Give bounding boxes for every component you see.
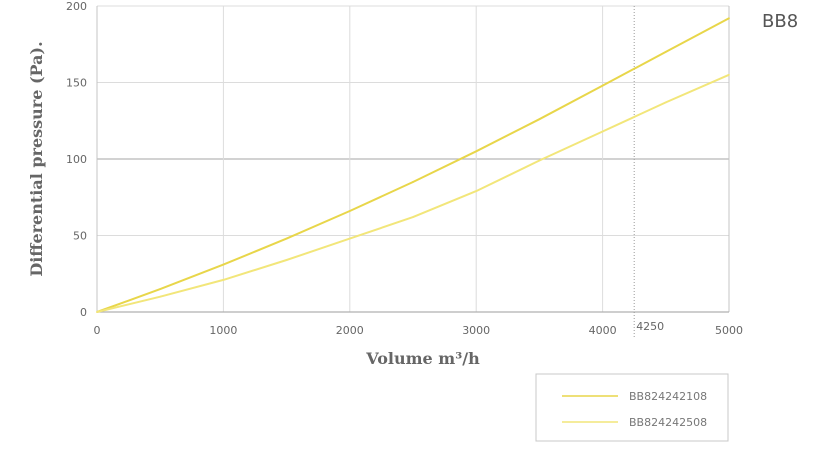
series-1-point-5 (412, 181, 414, 183)
series-1-point-2 (222, 263, 225, 266)
series-2-point-7 (538, 159, 541, 162)
y-tick-label-50: 50 (73, 230, 87, 243)
series-2-point-9 (664, 101, 667, 104)
series-1-point-1 (159, 288, 162, 290)
series-2-point-1 (159, 295, 162, 298)
legend-label-series-1: BB824242108 (629, 390, 707, 403)
legend: BB824242108 BB824242508 (535, 373, 729, 442)
series-1-point-3 (285, 237, 288, 240)
series-2-point-4 (348, 237, 351, 240)
series-2-point-0 (96, 311, 98, 313)
series-2-point-2 (222, 278, 225, 281)
series-1-point-10 (728, 17, 730, 20)
series-1-point-4 (348, 210, 351, 212)
x-tick-label-3000: 3000 (462, 324, 490, 337)
x-tick-label-5000: 5000 (715, 324, 743, 337)
grid (97, 5, 729, 312)
y-tick-label-150: 150 (66, 77, 87, 90)
x-tick-label-2000: 2000 (336, 324, 364, 337)
series-1-point-7 (538, 118, 541, 121)
y-tick-label-100: 100 (66, 153, 87, 166)
series-2-point-8 (601, 130, 604, 133)
reference-line-label: 4250 (636, 320, 664, 333)
series-2-point-3 (285, 259, 288, 261)
y-tick-label-200: 200 (66, 0, 87, 13)
series-2-point-10 (728, 73, 730, 76)
x-axis-title: Volume m³/h (365, 349, 480, 368)
x-tick-label-1000: 1000 (209, 324, 237, 337)
labels: Volume m³/h Differential pressure (Pa). … (27, 11, 798, 368)
legend-label-series-2: BB824242508 (629, 416, 707, 429)
corner-label: BB8 (762, 11, 798, 32)
x-tick-label-0: 0 (94, 324, 101, 337)
series-group (96, 17, 730, 313)
legend-box (535, 373, 729, 442)
series-1-point-8 (601, 84, 604, 87)
y-axis-title: Differential pressure (Pa). (27, 41, 46, 276)
series-2-point-6 (475, 190, 478, 193)
x-tick-label-4000: 4000 (589, 324, 617, 337)
series-1-point-6 (475, 150, 478, 153)
series-2-point-5 (412, 216, 414, 219)
series-1-point-9 (664, 51, 667, 53)
y-tick-label-0: 0 (80, 306, 87, 319)
